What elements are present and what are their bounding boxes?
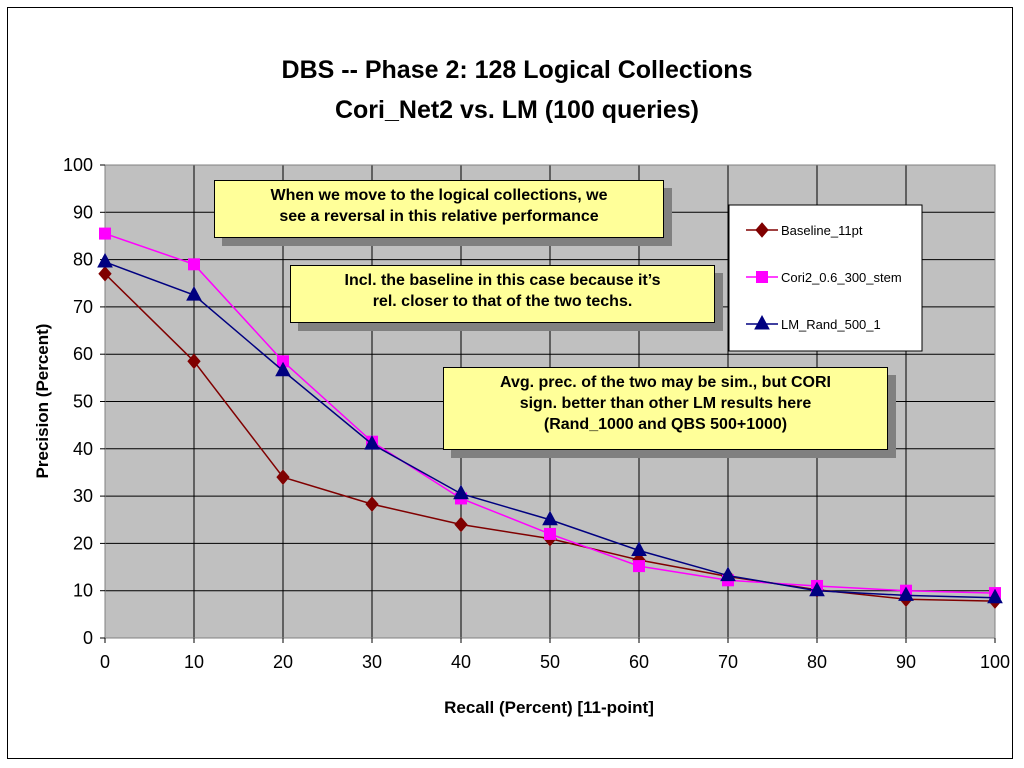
legend-marker (755, 222, 769, 238)
legend-label: Baseline_11pt (781, 223, 863, 238)
data-point-lm-rand-500-1 (898, 586, 914, 601)
y-axis-label: Precision (Percent) (33, 324, 52, 479)
x-tick-label: 90 (896, 652, 916, 672)
data-point-lm-rand-500-1 (809, 581, 825, 597)
legend-label: Cori2_0.6_300_stem (781, 270, 902, 285)
data-point-lm-rand-500-1 (987, 588, 1003, 604)
data-point-cori2-0-6-300-stem (633, 560, 645, 573)
annotation-avg-precision: Avg. prec. of the two may be sim., but C… (443, 367, 888, 450)
legend: Baseline_11pt Cori2_0.6_300_stem LM_Rand_5… (728, 204, 923, 352)
annotation-avg-precision-line-1: Avg. prec. of the two may be sim., but C… (499, 374, 831, 391)
data-point-lm-rand-500-1 (453, 484, 469, 500)
legend-item-baseline-11pt: Baseline_11pt (746, 222, 863, 238)
x-tick-label: 30 (362, 652, 382, 672)
annotation-reversal-line-2: see a reversal in this relative performa… (279, 208, 599, 225)
y-tick-label: 60 (73, 344, 93, 364)
y-tick-label: 70 (73, 297, 93, 317)
data-point-lm-rand-500-1 (720, 566, 736, 582)
y-tick-label: 50 (73, 392, 93, 412)
data-point-lm-rand-500-1 (186, 286, 202, 301)
y-tick-label: 90 (73, 202, 93, 222)
x-tick-label: 80 (807, 652, 827, 672)
y-axis-ticks: 0 10 20 30 40 50 60 70 80 90 100 (63, 155, 105, 648)
series-layer (97, 227, 1003, 609)
legend-label: LM_Rand_500_1 (781, 317, 881, 332)
data-point-lm-rand-500-1 (631, 541, 647, 556)
x-tick-label: 0 (100, 652, 110, 672)
legend-marker (754, 314, 770, 330)
data-point-lm-rand-500-1 (364, 435, 380, 450)
data-point-cori2-0-6-300-stem (188, 258, 200, 271)
data-point-lm-rand-500-1 (97, 252, 113, 268)
annotation-reversal-line-1: When we move to the logical collections,… (270, 187, 608, 204)
x-tick-label: 10 (184, 652, 204, 672)
x-axis-ticks: 0 10 20 30 40 50 60 70 80 90 100 (100, 638, 1010, 672)
legend-marker (756, 271, 768, 283)
chart-title-line-1: DBS -- Phase 2: 128 Logical Collections (282, 56, 753, 84)
x-tick-label: 60 (629, 652, 649, 672)
data-point-baseline-11pt (454, 516, 468, 533)
data-point-baseline-11pt (98, 266, 112, 282)
y-tick-label: 0 (83, 628, 93, 648)
y-tick-label: 80 (73, 250, 93, 270)
data-point-lm-rand-500-1 (542, 510, 558, 526)
x-axis-label: Recall (Percent) [11-point] (444, 698, 654, 717)
annotation-baseline: Incl. the baseline in this case because … (290, 265, 715, 323)
x-tick-label: 20 (273, 652, 293, 672)
annotation-avg-precision-line-2: sign. better than other LM results here (519, 395, 812, 412)
data-point-cori2-0-6-300-stem (99, 227, 111, 240)
series-lm-rand-500-1 (97, 252, 1003, 604)
legend-item-lm-rand-500-1: LM_Rand_500_1 (746, 314, 881, 332)
data-point-lm-rand-500-1 (275, 361, 291, 377)
annotation-reversal: When we move to the logical collections,… (214, 180, 664, 238)
x-tick-label: 40 (451, 652, 471, 672)
x-tick-label: 100 (980, 652, 1010, 672)
annotation-baseline-line-1: Incl. the baseline in this case because … (344, 272, 661, 289)
y-tick-label: 10 (73, 581, 93, 601)
legend-item-cori2-0-6-300-stem: Cori2_0.6_300_stem (746, 270, 902, 285)
annotation-avg-precision-line-3: (Rand_1000 and QBS 500+1000) (543, 416, 788, 433)
data-point-cori2-0-6-300-stem (544, 527, 556, 540)
data-point-baseline-11pt (187, 353, 201, 370)
y-tick-label: 40 (73, 439, 93, 459)
y-tick-label: 100 (63, 155, 93, 175)
annotation-baseline-line-2: rel. closer to that of the two techs. (372, 293, 633, 310)
y-tick-label: 30 (73, 486, 93, 506)
x-tick-label: 70 (718, 652, 738, 672)
y-tick-label: 20 (73, 533, 93, 553)
x-tick-label: 50 (540, 652, 560, 672)
data-point-baseline-11pt (276, 469, 290, 485)
data-point-baseline-11pt (365, 496, 379, 512)
chart-title-line-2: Cori_Net2 vs. LM (100 queries) (335, 96, 699, 124)
